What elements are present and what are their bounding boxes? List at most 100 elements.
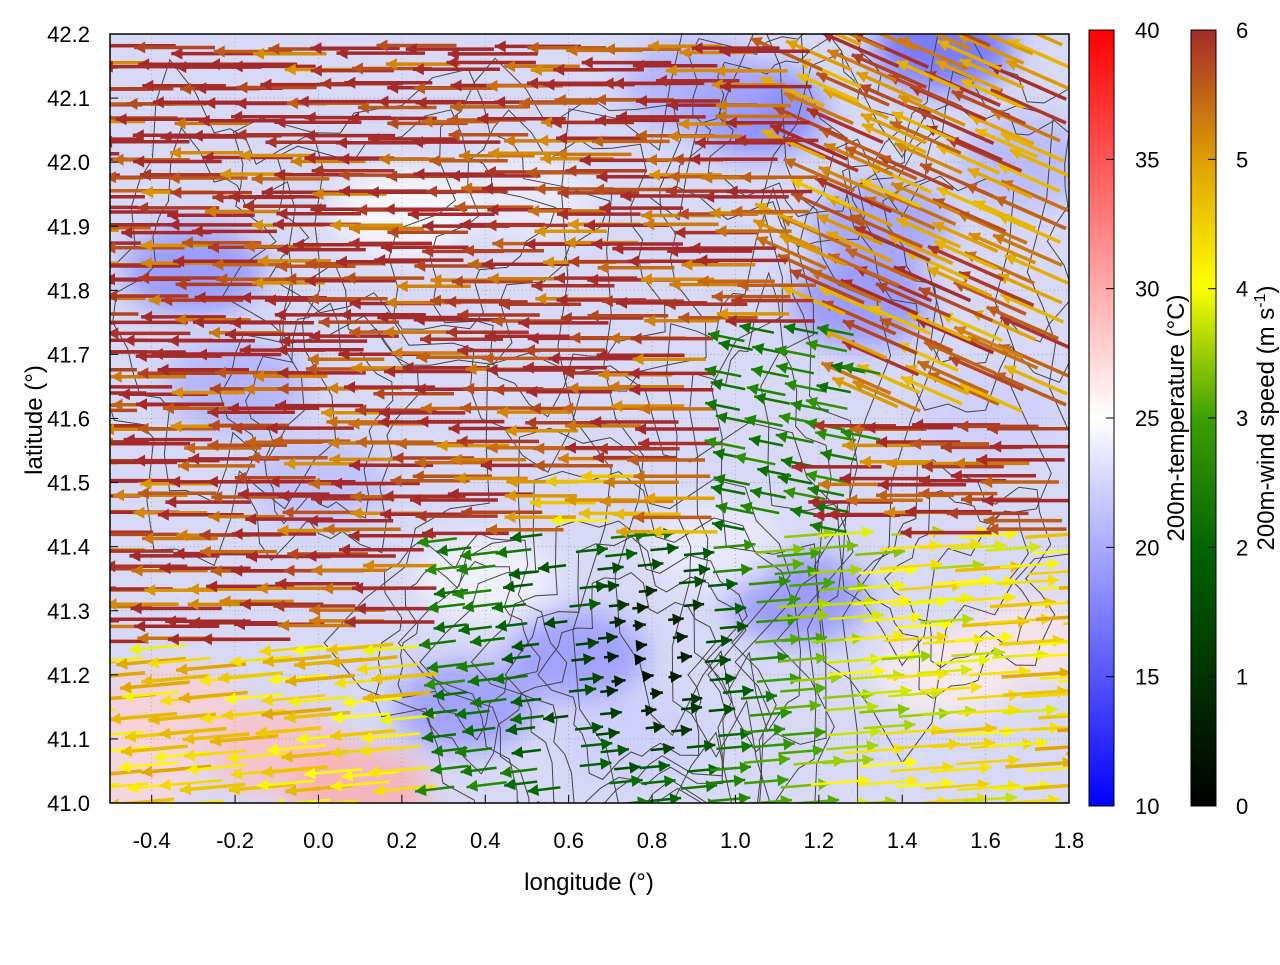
wind-arrowhead bbox=[141, 310, 153, 323]
wind-arrowhead bbox=[132, 129, 144, 142]
wind-arrowhead bbox=[137, 367, 149, 380]
wind-vector bbox=[868, 304, 932, 336]
wind-arrowhead bbox=[651, 558, 664, 571]
wind-arrowhead bbox=[422, 527, 433, 540]
wind-arrowhead bbox=[614, 616, 626, 629]
wind-arrowhead bbox=[340, 308, 351, 321]
temperature-colorbar-ticks: 10 15 20 25 30 35 40 bbox=[1106, 18, 1159, 819]
wind-arrowhead bbox=[37, 635, 48, 647]
wind-vector bbox=[370, 671, 438, 682]
wind-arrowhead bbox=[54, 708, 65, 720]
wind-arrowhead bbox=[859, 455, 871, 468]
wind-arrowhead bbox=[666, 542, 679, 555]
wind-arrowhead bbox=[743, 539, 756, 552]
wind-arrowhead bbox=[309, 614, 321, 627]
wind-arrowhead bbox=[578, 507, 590, 520]
wind-arrowhead bbox=[424, 678, 436, 691]
wind-vector bbox=[931, 221, 999, 254]
wind-arrowhead bbox=[907, 775, 919, 788]
wind-arrowhead bbox=[598, 368, 610, 381]
wind-arrowhead bbox=[275, 399, 287, 412]
wind-vector bbox=[772, 105, 849, 141]
wind-arrowhead bbox=[818, 166, 832, 178]
wind-arrowhead bbox=[462, 724, 474, 737]
wind-vector bbox=[860, 112, 928, 145]
x-tick-label: 1.0 bbox=[720, 828, 751, 853]
wind-arrowhead bbox=[54, 133, 65, 145]
wind-vector bbox=[41, 699, 101, 704]
wind-vector bbox=[789, 268, 865, 305]
wind-arrowhead bbox=[613, 508, 625, 521]
wind-vector bbox=[916, 360, 989, 395]
wind-arrowhead bbox=[211, 491, 223, 503]
wind-vector bbox=[790, 191, 866, 228]
wind-arrowhead bbox=[207, 406, 219, 419]
wind-arrowhead bbox=[180, 82, 192, 95]
wind-vector bbox=[1033, 653, 1069, 659]
wind-arrowhead bbox=[257, 779, 269, 791]
wind-arrowhead bbox=[285, 273, 297, 285]
wind-arrowhead bbox=[55, 563, 66, 575]
y-tick-label: 41.5 bbox=[47, 471, 90, 496]
temperature-colorbar-tick-label: 30 bbox=[1135, 277, 1159, 302]
wind-arrowhead bbox=[200, 711, 212, 724]
wind-arrowhead bbox=[815, 177, 828, 189]
wind-arrowhead bbox=[961, 79, 974, 91]
wind-arrowhead bbox=[412, 63, 424, 76]
wind-vector bbox=[318, 799, 358, 803]
wind-arrowhead bbox=[148, 294, 160, 307]
wind-arrowhead bbox=[773, 105, 786, 117]
wind-arrowhead bbox=[467, 258, 479, 271]
wind-arrowhead bbox=[431, 745, 444, 757]
temperature-colorbar: 10 15 20 25 30 35 40 200m-temperature (°C) bbox=[1088, 18, 1190, 819]
wind-arrowhead bbox=[739, 322, 752, 334]
wind-colorbar: 0 1 2 3 4 5 6 200m-wind speed (m s-1) bbox=[1190, 18, 1280, 819]
wind-arrowhead bbox=[884, 506, 896, 519]
wind-arrowhead bbox=[142, 532, 154, 545]
wind-arrowhead bbox=[815, 682, 827, 695]
wind-arrowhead bbox=[234, 471, 246, 484]
wind-arrowhead bbox=[98, 613, 109, 625]
wind-arrowhead bbox=[816, 72, 829, 84]
wind-arrowhead bbox=[897, 703, 910, 716]
wind-arrowhead bbox=[414, 456, 426, 469]
wind-arrowhead bbox=[261, 765, 273, 778]
wind-arrowhead bbox=[255, 726, 268, 739]
wind-arrowhead bbox=[208, 510, 220, 523]
wind-arrowhead bbox=[815, 18, 828, 29]
wind-arrowhead bbox=[129, 549, 141, 562]
wind-arrowhead bbox=[480, 459, 492, 472]
wind-arrowhead bbox=[30, 169, 41, 181]
wind-arrowhead bbox=[466, 779, 478, 792]
wind-arrowhead bbox=[447, 114, 458, 126]
wind-vector bbox=[855, 71, 923, 104]
wind-arrowhead bbox=[110, 560, 116, 573]
wind-arrowhead bbox=[715, 110, 727, 123]
wind-arrowhead bbox=[581, 56, 593, 69]
wind-arrowhead bbox=[627, 255, 639, 268]
wind-arrowhead bbox=[861, 113, 874, 125]
wind-arrowhead bbox=[814, 726, 827, 739]
wind-arrowhead bbox=[278, 619, 290, 632]
wind-arrowhead bbox=[599, 202, 611, 215]
wind-vector bbox=[559, 802, 565, 803]
wind-arrowhead bbox=[159, 727, 171, 740]
wind-arrowhead bbox=[750, 486, 763, 499]
wind-vector bbox=[362, 690, 431, 701]
wind-arrowhead bbox=[286, 97, 298, 110]
wind-arrowhead bbox=[791, 192, 804, 204]
wind-arrowhead bbox=[704, 365, 717, 378]
wind-arrowhead bbox=[817, 323, 829, 336]
wind-arrowhead bbox=[96, 98, 107, 110]
wind-vector bbox=[431, 802, 437, 803]
wind-arrowhead bbox=[420, 402, 432, 415]
wind-arrowhead bbox=[642, 670, 654, 683]
wind-arrowhead bbox=[414, 260, 426, 272]
wind-arrowhead bbox=[707, 329, 720, 342]
wind-arrowhead bbox=[734, 602, 747, 615]
wind-arrowhead bbox=[142, 79, 154, 92]
wind-arrowhead bbox=[171, 47, 183, 60]
wind-arrowhead bbox=[141, 257, 153, 270]
y-tick-label: 42.0 bbox=[47, 150, 90, 175]
wind-arrowhead bbox=[627, 454, 638, 466]
